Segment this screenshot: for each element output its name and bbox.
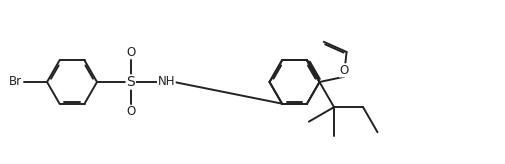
Text: O: O	[126, 46, 135, 59]
Text: O: O	[126, 105, 135, 118]
Text: O: O	[339, 64, 348, 77]
Text: NH: NH	[157, 75, 175, 89]
Text: S: S	[126, 75, 135, 89]
Text: Br: Br	[9, 75, 22, 89]
